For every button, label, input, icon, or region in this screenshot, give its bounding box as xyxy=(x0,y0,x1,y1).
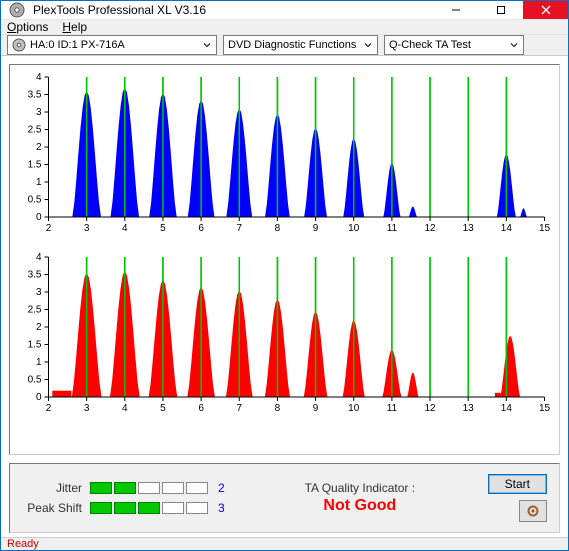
svg-text:0.5: 0.5 xyxy=(28,375,42,386)
svg-text:2: 2 xyxy=(46,223,52,234)
bar-cell xyxy=(162,482,184,494)
stats-panel: Jitter 2 Peak Shift 3 TA Quality Indicat… xyxy=(9,463,560,533)
svg-text:10: 10 xyxy=(348,403,360,414)
svg-text:1.5: 1.5 xyxy=(28,160,42,171)
svg-text:1.5: 1.5 xyxy=(28,340,42,351)
svg-text:5: 5 xyxy=(160,223,166,234)
svg-text:4: 4 xyxy=(122,223,128,234)
quality-indicator-label: TA Quality Indicator : xyxy=(240,481,480,495)
svg-text:12: 12 xyxy=(424,403,436,414)
bar-cell xyxy=(138,502,160,514)
bar-cell xyxy=(90,502,112,514)
toolbar: HA:0 ID:1 PX-716A DVD Diagnostic Functio… xyxy=(1,35,568,56)
bar-cell xyxy=(186,502,208,514)
svg-text:15: 15 xyxy=(539,403,551,414)
window-frame: PlexTools Professional XL V3.16 Options … xyxy=(0,0,569,551)
svg-text:0.5: 0.5 xyxy=(28,195,42,206)
svg-text:3.5: 3.5 xyxy=(28,90,42,101)
bar-cell xyxy=(114,502,136,514)
svg-text:14: 14 xyxy=(501,223,513,234)
svg-text:3: 3 xyxy=(36,107,42,118)
stats-metrics: Jitter 2 Peak Shift 3 xyxy=(22,481,232,515)
svg-text:2.5: 2.5 xyxy=(28,125,42,136)
svg-text:0: 0 xyxy=(36,392,42,403)
drive-select[interactable]: HA:0 ID:1 PX-716A xyxy=(7,35,217,55)
function-select-label: DVD Diagnostic Functions xyxy=(228,39,356,51)
bar-cell xyxy=(138,482,160,494)
svg-text:6: 6 xyxy=(198,223,204,234)
svg-text:10: 10 xyxy=(348,223,360,234)
test-select-label: Q-Check TA Test xyxy=(389,39,471,51)
svg-text:1: 1 xyxy=(36,177,42,188)
gear-icon xyxy=(526,504,540,518)
disc-icon xyxy=(12,38,26,52)
bar-cell xyxy=(90,482,112,494)
svg-text:14: 14 xyxy=(501,403,513,414)
svg-text:4: 4 xyxy=(36,72,42,83)
svg-text:0: 0 xyxy=(36,212,42,223)
svg-text:15: 15 xyxy=(539,223,551,234)
chart-panel: 00.511.522.533.542345678910111213141500.… xyxy=(9,64,560,455)
bar-cell xyxy=(186,482,208,494)
svg-text:6: 6 xyxy=(198,403,204,414)
svg-text:4: 4 xyxy=(122,403,128,414)
close-button[interactable] xyxy=(523,1,568,19)
svg-text:7: 7 xyxy=(236,223,242,234)
svg-text:3: 3 xyxy=(84,223,90,234)
svg-text:9: 9 xyxy=(313,403,319,414)
start-button[interactable]: Start xyxy=(488,474,547,494)
svg-text:11: 11 xyxy=(387,223,398,234)
maximize-button[interactable] xyxy=(478,1,523,19)
ta-charts: 00.511.522.533.542345678910111213141500.… xyxy=(14,69,555,449)
peak-shift-label: Peak Shift xyxy=(22,501,82,515)
quality-indicator: TA Quality Indicator : Not Good xyxy=(240,481,480,515)
chevron-down-icon xyxy=(363,40,373,50)
jitter-value: 2 xyxy=(218,481,232,495)
svg-text:3: 3 xyxy=(84,403,90,414)
svg-text:2: 2 xyxy=(36,142,42,153)
menu-options[interactable]: Options xyxy=(7,20,48,34)
quality-indicator-value: Not Good xyxy=(240,497,480,515)
svg-text:7: 7 xyxy=(236,403,242,414)
svg-text:9: 9 xyxy=(313,223,319,234)
statusbar: Ready xyxy=(1,537,568,550)
menubar: Options Help xyxy=(1,20,568,35)
svg-text:13: 13 xyxy=(463,223,475,234)
svg-text:3: 3 xyxy=(36,287,42,298)
jitter-label: Jitter xyxy=(22,481,82,495)
status-text: Ready xyxy=(7,538,39,550)
chevron-down-icon xyxy=(509,40,519,50)
svg-text:2: 2 xyxy=(36,322,42,333)
content-area: 00.511.522.533.542345678910111213141500.… xyxy=(1,56,568,537)
chevron-down-icon xyxy=(202,40,212,50)
svg-text:8: 8 xyxy=(275,403,281,414)
svg-text:8: 8 xyxy=(275,223,281,234)
peak-shift-bars xyxy=(90,502,210,514)
app-icon xyxy=(9,2,25,18)
svg-text:2.5: 2.5 xyxy=(28,305,42,316)
menu-help[interactable]: Help xyxy=(62,20,87,34)
svg-text:12: 12 xyxy=(424,223,436,234)
function-select[interactable]: DVD Diagnostic Functions xyxy=(223,35,378,55)
jitter-bars xyxy=(90,482,210,494)
test-select[interactable]: Q-Check TA Test xyxy=(384,35,524,55)
svg-text:5: 5 xyxy=(160,403,166,414)
drive-select-label: HA:0 ID:1 PX-716A xyxy=(30,39,125,51)
peak-shift-value: 3 xyxy=(218,501,232,515)
svg-text:3.5: 3.5 xyxy=(28,270,42,281)
titlebar: PlexTools Professional XL V3.16 xyxy=(1,1,568,20)
settings-button[interactable] xyxy=(519,500,547,522)
svg-text:1: 1 xyxy=(36,357,42,368)
svg-text:11: 11 xyxy=(387,403,398,414)
window-title: PlexTools Professional XL V3.16 xyxy=(33,3,433,17)
bar-cell xyxy=(162,502,184,514)
svg-text:4: 4 xyxy=(36,252,42,263)
bar-cell xyxy=(114,482,136,494)
svg-text:13: 13 xyxy=(463,403,475,414)
minimize-button[interactable] xyxy=(433,1,478,19)
svg-text:2: 2 xyxy=(46,403,52,414)
